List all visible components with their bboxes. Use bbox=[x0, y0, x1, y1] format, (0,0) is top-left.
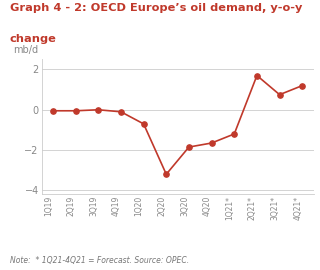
Text: Graph 4 - 2: OECD Europe’s oil demand, y-o-y: Graph 4 - 2: OECD Europe’s oil demand, y… bbox=[10, 3, 302, 13]
Text: Note:  * 1Q21-4Q21 = Forecast. Source: OPEC.: Note: * 1Q21-4Q21 = Forecast. Source: OP… bbox=[10, 256, 189, 265]
Text: mb/d: mb/d bbox=[13, 45, 38, 55]
Text: change: change bbox=[10, 34, 56, 44]
